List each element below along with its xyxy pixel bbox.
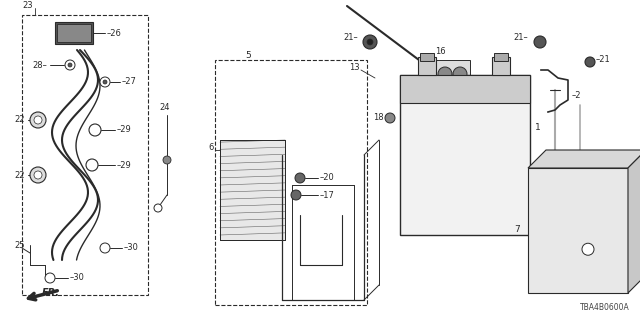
Circle shape: [86, 159, 98, 171]
Text: –4: –4: [560, 161, 570, 170]
Text: 13: 13: [349, 63, 360, 73]
Circle shape: [585, 57, 595, 67]
Text: 1: 1: [535, 124, 541, 132]
Text: FR.: FR.: [42, 288, 60, 298]
Bar: [430, 60, 470, 88]
Text: –21: –21: [596, 55, 611, 65]
Text: 16: 16: [435, 47, 445, 57]
Circle shape: [45, 273, 55, 283]
Bar: [418, 57, 436, 75]
Bar: [220, 140, 285, 240]
Bar: [400, 75, 530, 103]
Circle shape: [534, 36, 546, 48]
Text: 22: 22: [14, 171, 24, 180]
Bar: [22, 15, 148, 295]
Bar: [528, 168, 628, 293]
Text: 7: 7: [515, 226, 520, 235]
Circle shape: [100, 243, 110, 253]
Text: 18: 18: [373, 114, 384, 123]
Bar: [55, 22, 93, 44]
Circle shape: [30, 112, 46, 128]
Circle shape: [65, 60, 75, 70]
Circle shape: [103, 80, 107, 84]
Circle shape: [34, 116, 42, 124]
Text: TBA4B0600A: TBA4B0600A: [580, 303, 630, 312]
Circle shape: [291, 190, 301, 200]
Polygon shape: [528, 150, 640, 168]
Bar: [492, 57, 510, 75]
Circle shape: [438, 67, 452, 81]
Bar: [400, 75, 530, 235]
Text: –29: –29: [117, 125, 132, 134]
Circle shape: [582, 243, 594, 255]
Circle shape: [68, 63, 72, 67]
Polygon shape: [628, 150, 640, 293]
Text: 21–: 21–: [513, 34, 528, 43]
Text: –17: –17: [320, 190, 335, 199]
Text: 24: 24: [160, 103, 170, 113]
Text: –29: –29: [117, 161, 132, 170]
Circle shape: [367, 39, 373, 45]
Circle shape: [385, 113, 395, 123]
Text: 25: 25: [14, 241, 24, 250]
Circle shape: [163, 156, 171, 164]
Text: –30: –30: [124, 244, 139, 252]
Text: –30: –30: [70, 274, 85, 283]
Bar: [215, 60, 367, 305]
Text: 23: 23: [22, 2, 33, 11]
Circle shape: [89, 124, 101, 136]
Text: 5: 5: [245, 51, 251, 60]
Circle shape: [34, 171, 42, 179]
Text: 22: 22: [14, 116, 24, 124]
Bar: [57, 24, 91, 42]
Text: 6: 6: [209, 143, 214, 153]
Text: 21–: 21–: [343, 33, 358, 42]
Circle shape: [30, 167, 46, 183]
Circle shape: [295, 173, 305, 183]
Bar: [220, 140, 285, 240]
Text: –20: –20: [320, 173, 335, 182]
Bar: [494, 53, 508, 61]
Circle shape: [100, 77, 110, 87]
Text: –26: –26: [107, 28, 122, 37]
Circle shape: [453, 67, 467, 81]
Text: –3: –3: [583, 161, 593, 170]
Text: –2: –2: [572, 91, 582, 100]
Text: –27: –27: [122, 77, 137, 86]
Circle shape: [363, 35, 377, 49]
Text: 28–: 28–: [32, 60, 47, 69]
Circle shape: [154, 204, 162, 212]
Bar: [420, 53, 434, 61]
